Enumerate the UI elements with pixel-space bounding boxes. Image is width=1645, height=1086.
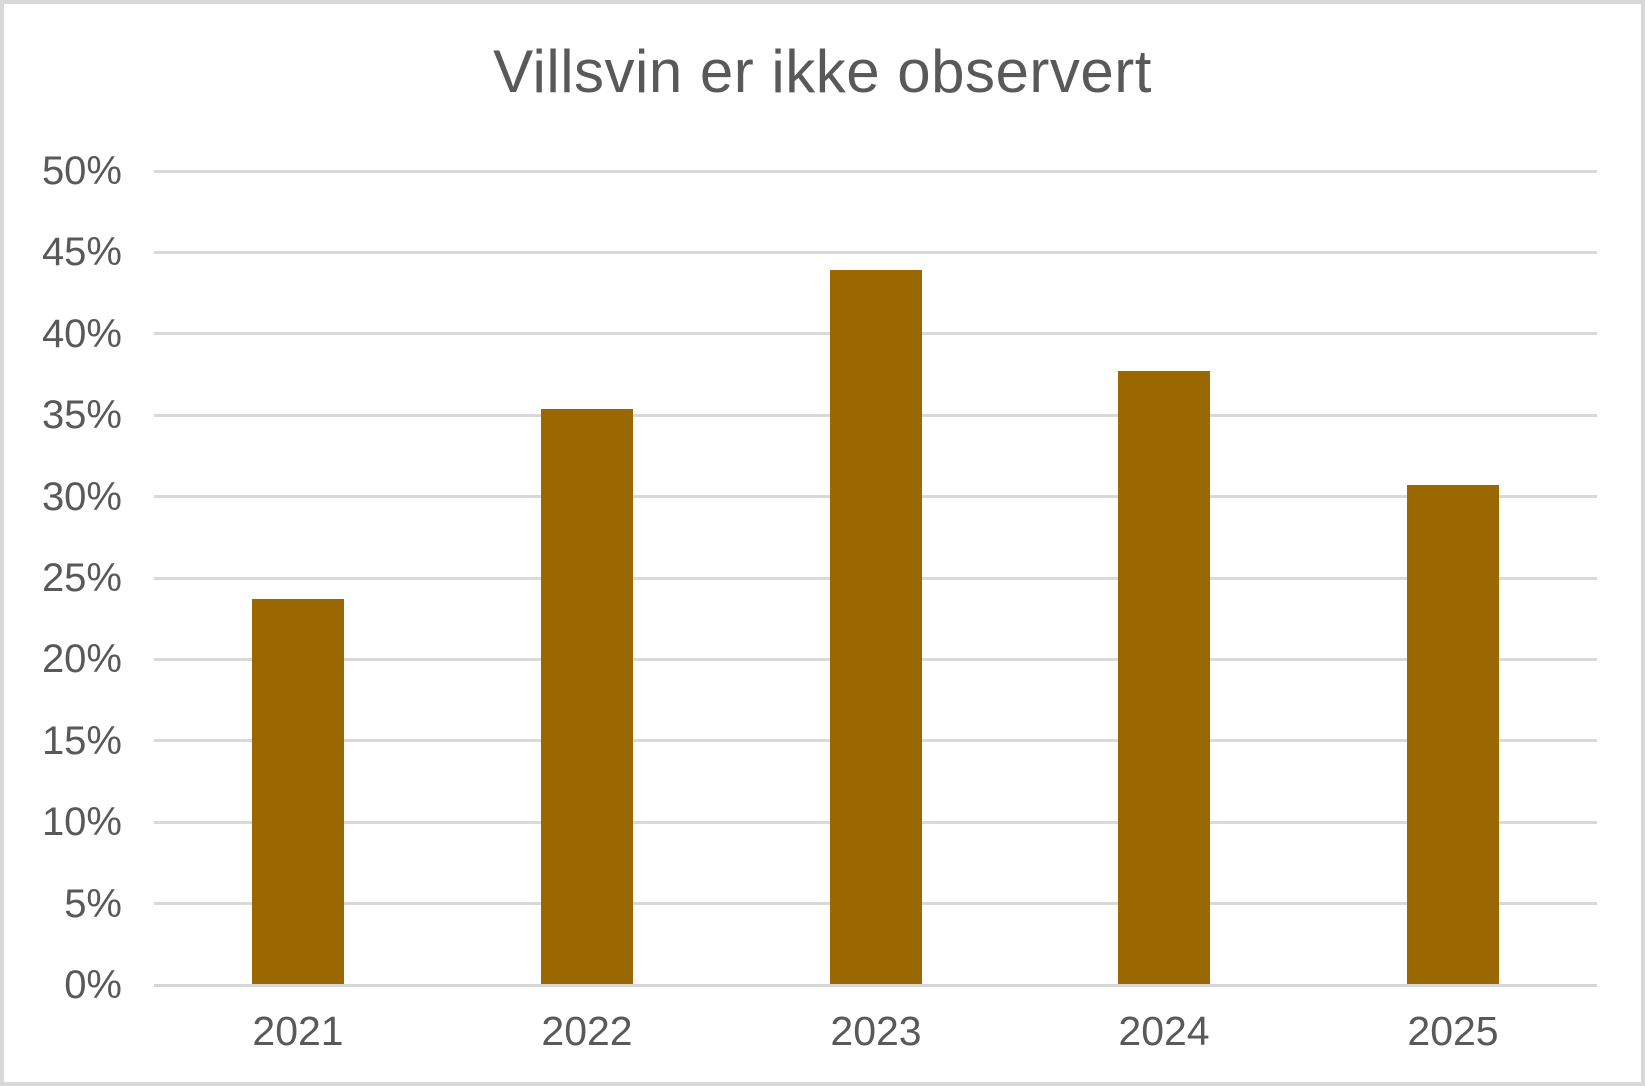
bar-2021 [252, 599, 344, 984]
y-tick-label-25: 25% [41, 556, 122, 600]
y-tick-label-20: 20% [41, 637, 122, 681]
gridline-50 [154, 170, 1597, 173]
gridline-45 [154, 251, 1597, 254]
y-tick-label-35: 35% [41, 393, 122, 437]
y-tick-label-30: 30% [41, 475, 122, 519]
y-tick-label-15: 15% [41, 719, 122, 763]
chart-title: Villsvin er ikke observert [493, 38, 1152, 105]
y-tick-label-5: 5% [64, 882, 122, 926]
x-tick-label-2023: 2023 [830, 1008, 922, 1054]
x-tick-label-2021: 2021 [252, 1008, 344, 1054]
y-tick-label-50: 50% [41, 149, 122, 193]
bar-2023 [830, 270, 922, 984]
x-tick-label-2025: 2025 [1407, 1008, 1499, 1054]
x-tick-label-2024: 2024 [1118, 1008, 1210, 1054]
x-tick-label-2022: 2022 [541, 1008, 633, 1054]
y-tick-label-40: 40% [41, 312, 122, 356]
bar-2025 [1407, 485, 1499, 984]
bar-2024 [1118, 371, 1210, 984]
bar-2022 [541, 409, 633, 984]
gridline-0 [154, 984, 1597, 987]
y-tick-label-10: 10% [41, 800, 122, 844]
y-tick-label-0: 0% [64, 963, 122, 1007]
y-tick-label-45: 45% [41, 230, 122, 274]
